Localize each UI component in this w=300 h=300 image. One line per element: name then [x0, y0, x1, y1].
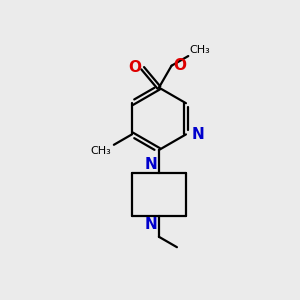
Text: CH₃: CH₃ — [90, 146, 111, 156]
Text: CH₃: CH₃ — [190, 45, 211, 55]
Text: N: N — [145, 157, 158, 172]
Text: O: O — [128, 60, 141, 75]
Text: N: N — [145, 218, 158, 232]
Text: O: O — [173, 58, 186, 73]
Text: N: N — [191, 127, 204, 142]
